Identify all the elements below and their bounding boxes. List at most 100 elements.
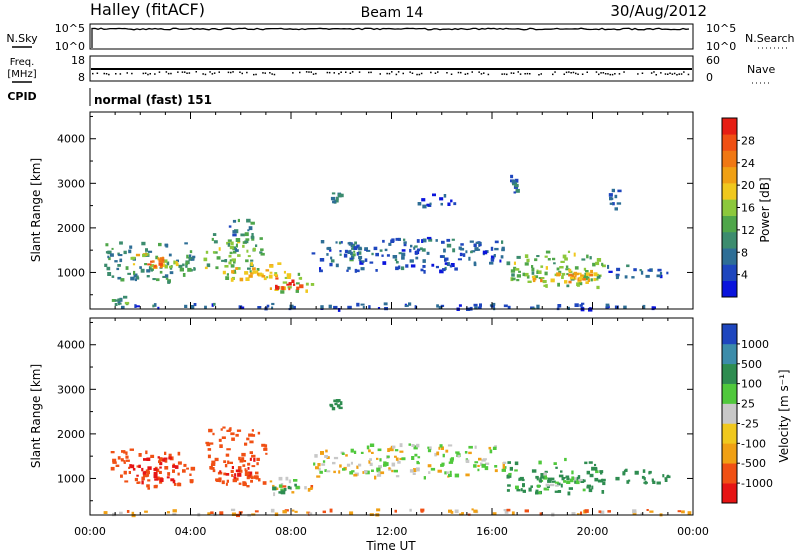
power-cell <box>416 248 421 252</box>
vel-cell <box>503 461 507 464</box>
power-cell <box>373 246 378 251</box>
vel-cell <box>324 455 328 458</box>
vel-cell <box>263 447 268 451</box>
vel-cell <box>147 487 150 490</box>
vel-cell <box>242 464 246 467</box>
power-cell <box>474 306 478 310</box>
vel-cell <box>229 461 233 464</box>
vel-cell <box>350 461 353 465</box>
vel-cell <box>310 485 314 489</box>
power-cell <box>384 248 388 252</box>
beam-title: Beam 14 <box>361 5 424 21</box>
power-cell <box>166 261 170 266</box>
vel-cell <box>272 486 277 491</box>
power-cell <box>516 279 520 282</box>
power-cell <box>354 268 357 273</box>
power-cell <box>359 260 364 265</box>
power-cell <box>594 278 599 281</box>
vel-cell <box>544 470 548 473</box>
nave-dot <box>119 73 122 75</box>
power-cell <box>426 251 430 255</box>
power-cell <box>388 242 392 246</box>
vel-cell <box>366 445 370 450</box>
vel-cell <box>376 508 381 512</box>
vel-cell <box>536 476 539 481</box>
vel-cell <box>132 468 136 471</box>
vel-cell <box>391 469 394 473</box>
nave-dot <box>604 73 607 75</box>
vel-cell <box>540 473 544 477</box>
power-cell <box>401 249 406 252</box>
nave-dot <box>598 73 600 76</box>
vel-cell <box>226 479 229 483</box>
power-cell <box>124 301 130 305</box>
power-cell <box>251 233 254 237</box>
vel-cell <box>646 509 649 511</box>
vel-cell <box>564 457 567 462</box>
power-cell <box>588 307 593 312</box>
nave-dot <box>565 71 568 74</box>
power-cell <box>320 305 324 309</box>
power-cell <box>459 253 465 256</box>
power-cell <box>182 263 185 267</box>
power-cell <box>584 272 588 276</box>
power-cell <box>250 262 254 266</box>
vel-cell <box>330 404 334 408</box>
power-cell <box>617 189 622 193</box>
vel-cell <box>339 401 343 406</box>
nave-dot <box>529 73 531 75</box>
power-cell <box>403 238 406 241</box>
power-cell <box>206 263 211 268</box>
power-cell <box>356 269 360 273</box>
power-cell <box>450 263 455 267</box>
power-cell <box>250 272 254 275</box>
colorbar-swatch <box>722 118 737 135</box>
power-cell <box>127 272 131 275</box>
vel-cell <box>557 490 562 493</box>
vel-cell <box>641 475 645 479</box>
power-cell <box>283 270 286 274</box>
vel-cell <box>415 467 420 472</box>
power-cell <box>109 253 114 257</box>
vel-cell <box>553 462 557 465</box>
y-tick-label: 1000 <box>57 472 85 485</box>
vel-cell <box>134 477 138 482</box>
nave-dot <box>650 72 653 74</box>
power-cell <box>590 278 593 282</box>
vel-cell <box>557 482 561 486</box>
vel-cell <box>538 491 542 495</box>
vel-cell <box>547 479 552 483</box>
vel-cell <box>243 460 247 463</box>
power-cell <box>142 253 146 258</box>
nave-dot <box>328 71 331 74</box>
y-tick-label: 2000 <box>57 222 85 235</box>
power-cell <box>288 287 291 291</box>
power-cell <box>584 275 589 280</box>
power-cell <box>273 273 278 277</box>
vel-cell <box>434 452 437 457</box>
velocity-axis-ticks: 4000 3000 2000 1000 00:00 04:00 08:00 12:00 16:0… <box>57 318 709 538</box>
vel-cell <box>128 471 131 474</box>
nave-dot <box>581 73 584 75</box>
vel-cell <box>369 462 373 466</box>
power-cell <box>169 271 174 275</box>
power-cell <box>244 232 249 237</box>
nave-dot <box>264 72 266 74</box>
nsky-label: N.Sky <box>6 32 38 45</box>
vel-cell <box>112 461 117 464</box>
power-cell <box>193 303 197 307</box>
vel-cell <box>141 476 145 481</box>
colorbar-tick-label: -1000 <box>741 477 773 490</box>
vel-cell <box>550 483 555 487</box>
power-cell <box>246 249 249 253</box>
vel-cell <box>272 484 275 488</box>
nave-dot <box>211 73 214 75</box>
vel-cell <box>130 464 135 469</box>
nave-dot <box>437 71 439 73</box>
vel-cell <box>236 477 239 481</box>
power-cell <box>117 276 122 280</box>
vel-cell <box>586 470 590 475</box>
power-cell <box>150 269 153 272</box>
vel-cell <box>158 457 163 462</box>
vel-cell <box>566 477 570 481</box>
